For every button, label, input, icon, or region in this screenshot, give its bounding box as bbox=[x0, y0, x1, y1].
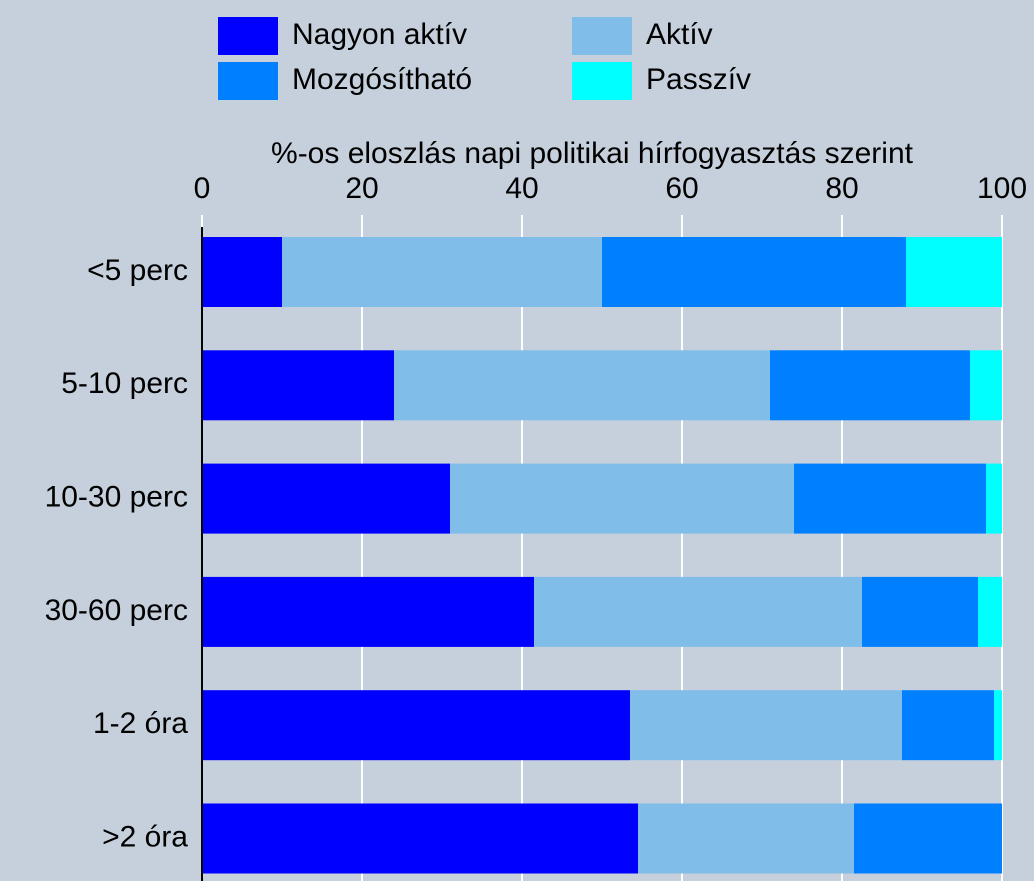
bar-segment bbox=[630, 690, 902, 761]
legend-swatch bbox=[572, 62, 632, 100]
legend-label: Nagyon aktív bbox=[292, 18, 467, 51]
x-tick-label: 60 bbox=[665, 172, 698, 205]
bar-segment bbox=[202, 690, 630, 761]
legend-swatch bbox=[218, 17, 278, 55]
bar-segment bbox=[970, 350, 1002, 421]
bar-segment bbox=[202, 350, 394, 421]
bar-segment bbox=[854, 803, 1002, 874]
bar-segment bbox=[994, 690, 1002, 761]
x-tick-label: 40 bbox=[505, 172, 538, 205]
y-tick-label: 30-60 perc bbox=[45, 594, 188, 627]
bar-segment bbox=[282, 237, 602, 307]
x-axis-title: %-os eloszlás napi politikai hírfogyaszt… bbox=[271, 137, 914, 170]
bar-segment bbox=[978, 576, 1002, 647]
x-tick-label: 0 bbox=[194, 172, 211, 205]
legend-swatch bbox=[218, 62, 278, 100]
legend-label: Aktív bbox=[646, 18, 713, 51]
bar-segment bbox=[534, 576, 862, 647]
bar-segment bbox=[770, 350, 970, 421]
bar-segment bbox=[202, 576, 534, 647]
x-tick-label: 20 bbox=[345, 172, 378, 205]
bar-segment bbox=[202, 463, 450, 534]
x-tick-label: 100 bbox=[977, 172, 1027, 205]
bar-segment bbox=[906, 237, 1002, 307]
bar-segment bbox=[862, 576, 978, 647]
bar-segment bbox=[202, 237, 282, 307]
legend-label: Mozgósítható bbox=[292, 63, 472, 96]
bar-segment bbox=[794, 463, 986, 534]
bar-segment bbox=[638, 803, 854, 874]
x-tick-label: 80 bbox=[825, 172, 858, 205]
legend-label: Passzív bbox=[646, 63, 751, 96]
bar-segment bbox=[986, 463, 1002, 534]
y-tick-label: 5-10 perc bbox=[61, 367, 188, 400]
bar-segment bbox=[602, 237, 906, 307]
bar-segment bbox=[202, 803, 638, 874]
y-tick-label: <5 perc bbox=[87, 254, 188, 287]
bar-segment bbox=[450, 463, 794, 534]
bar-segment bbox=[902, 690, 994, 761]
y-tick-label: >2 óra bbox=[102, 820, 188, 853]
bar-segment bbox=[394, 350, 770, 421]
y-tick-label: 1-2 óra bbox=[93, 707, 188, 740]
legend-swatch bbox=[572, 17, 632, 55]
y-tick-label: 10-30 perc bbox=[45, 481, 188, 514]
